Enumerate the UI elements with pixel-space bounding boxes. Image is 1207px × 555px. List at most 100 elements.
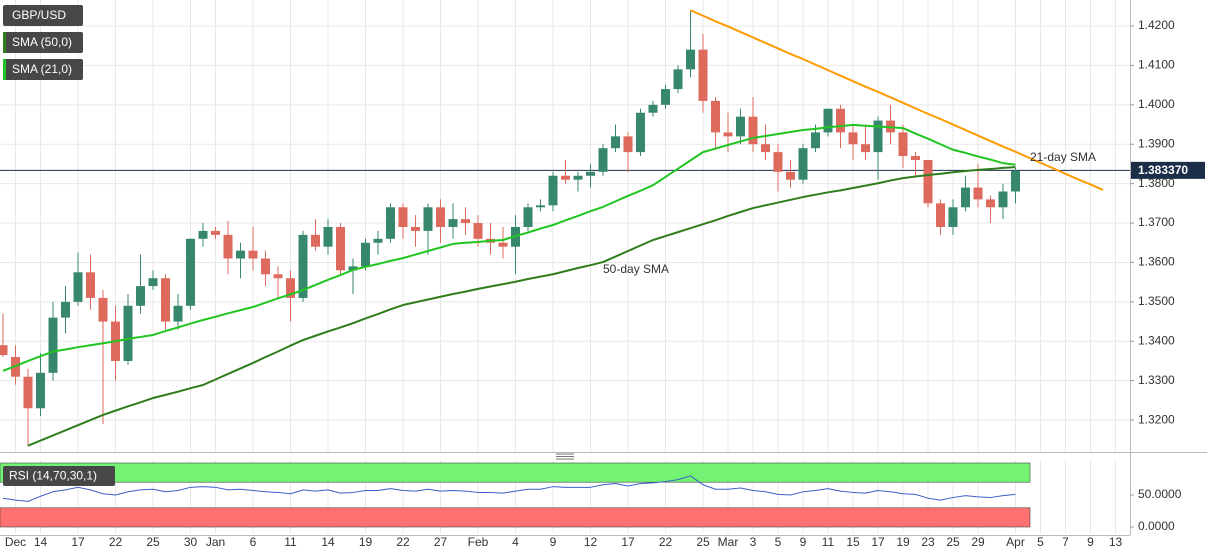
candle-body: [573, 175, 583, 180]
panel-resize-grip[interactable]: [556, 453, 574, 460]
candle-body: [598, 148, 608, 172]
y-tick-label: 1.3600: [1138, 255, 1175, 269]
candle-body: [986, 199, 995, 208]
candle-body: [873, 120, 883, 153]
candle-body: [411, 226, 420, 231]
candle-body: [636, 112, 645, 153]
candle-body: [261, 258, 270, 275]
candle-body: [136, 286, 145, 306]
candle-body: [1011, 170, 1020, 192]
legend-item[interactable]: GBP/USD: [3, 5, 83, 26]
candle-body: [961, 187, 970, 208]
candle-body: [923, 159, 933, 204]
candle-body: [611, 136, 620, 149]
x-tick-label: 7: [1062, 535, 1069, 549]
candle-body: [911, 156, 920, 160]
x-tick-label: 5: [1037, 535, 1044, 549]
candle-body: [936, 203, 945, 227]
candle-body: [186, 238, 195, 306]
indicator-label: RSI (14,70,30,1): [9, 469, 97, 483]
x-tick-label: 22: [109, 535, 123, 549]
candle-body: [98, 297, 108, 322]
candle-body: [498, 242, 508, 247]
candle-body: [648, 104, 658, 113]
candle-body: [711, 100, 720, 133]
candle-body: [161, 278, 170, 322]
candle-body: [311, 234, 320, 247]
candle-body: [748, 116, 758, 145]
candle-body: [898, 132, 908, 157]
candle-body: [36, 372, 45, 409]
x-tick-label: Feb: [468, 535, 489, 549]
legend-label: GBP/USD: [12, 8, 66, 22]
candle-body: [373, 238, 383, 243]
candle-body: [461, 219, 470, 224]
candle-body: [773, 152, 783, 172]
sma-line: [27, 166, 1016, 447]
x-tick-label: 29: [971, 535, 985, 549]
y-tick-label: 1.3400: [1138, 333, 1175, 347]
x-tick-label: 25: [696, 535, 710, 549]
x-tick-label: 23: [921, 535, 935, 549]
y-tick-label: 1.3200: [1138, 412, 1175, 426]
annotation: 50-day SMA: [603, 262, 669, 276]
x-tick-label: 25: [146, 535, 160, 549]
x-tick-label: 30: [184, 535, 198, 549]
candle-body: [848, 132, 858, 145]
candle-body: [523, 207, 533, 227]
candle-body: [811, 132, 820, 149]
x-tick-label: 9: [1087, 535, 1094, 549]
legend-swatch: [3, 32, 6, 53]
candle-body: [473, 223, 483, 239]
candle-body: [723, 132, 733, 137]
last-price-box: [1131, 161, 1205, 179]
y-tick-label: 1.4100: [1138, 58, 1175, 72]
x-tick-label: 9: [800, 535, 807, 549]
candle-body: [561, 175, 570, 180]
x-tick-label: 11: [284, 535, 297, 549]
candle-body: [861, 144, 870, 153]
candle-body: [673, 69, 683, 90]
candle-body: [786, 171, 795, 180]
candle-body: [686, 49, 695, 70]
candle-body: [586, 171, 595, 176]
x-tick-label: 14: [321, 535, 335, 549]
candle-body: [823, 108, 833, 133]
candle-body: [998, 191, 1008, 208]
candle-body: [173, 305, 183, 322]
candle-body: [386, 207, 395, 239]
candle-body: [286, 278, 295, 298]
x-tick-label: 17: [871, 535, 885, 549]
last-price-label: 1.383370: [1138, 163, 1188, 177]
legend-item[interactable]: SMA (50,0): [3, 32, 83, 53]
candle-body: [248, 250, 258, 259]
x-tick-label: 3: [750, 535, 757, 549]
x-tick-label: Jan: [206, 535, 225, 549]
x-tick-label: 9: [550, 535, 557, 549]
candle-body: [836, 108, 845, 133]
x-tick-label: Mar: [718, 535, 739, 549]
x-tick-label: 19: [896, 535, 910, 549]
candle-body: [973, 187, 983, 200]
y-tick-label: 50.0000: [1138, 487, 1182, 501]
candle-body: [61, 301, 70, 318]
sma-line: [2, 123, 1016, 372]
x-tick-label: 22: [659, 535, 673, 549]
x-tick-label: 5: [775, 535, 782, 549]
candle-body: [798, 148, 808, 180]
candle-body: [361, 242, 370, 267]
candle-body: [223, 234, 233, 259]
candle-body: [73, 272, 83, 302]
legend-item[interactable]: SMA (21,0): [3, 59, 83, 80]
x-tick-label: 15: [846, 535, 860, 549]
y-tick-label: 1.3800: [1138, 176, 1175, 190]
indicator-label-box: [3, 466, 115, 486]
candle-body: [336, 226, 345, 271]
x-tick-label: 17: [71, 535, 85, 549]
x-tick-label: 12: [584, 535, 598, 549]
candle-body: [736, 116, 745, 137]
legend-box: [3, 5, 83, 26]
candle-body: [273, 274, 283, 279]
